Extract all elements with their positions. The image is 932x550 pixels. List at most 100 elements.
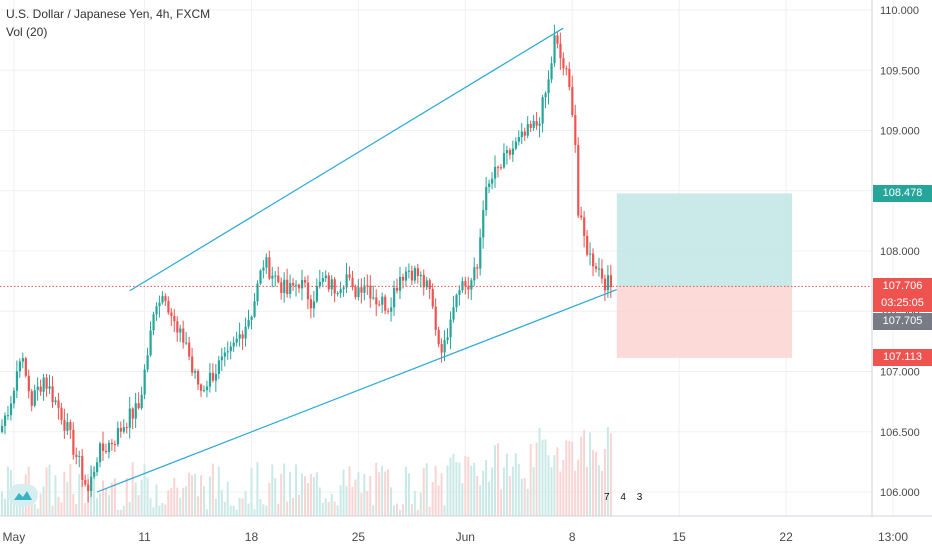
price-tick-label: 106.500: [880, 427, 920, 439]
candle-body: [211, 372, 215, 381]
candle-body: [565, 68, 568, 70]
candle-body: [300, 279, 304, 289]
event-count[interactable]: 7: [604, 492, 610, 503]
candle-body: [99, 443, 102, 463]
candle-body: [164, 296, 167, 302]
candle-body: [354, 286, 357, 297]
volume-bar: [39, 493, 42, 516]
candle-body: [205, 386, 209, 391]
volume-bar: [185, 486, 188, 516]
volume-bar: [188, 472, 191, 516]
event-count[interactable]: 3: [636, 492, 643, 503]
volume-bar: [66, 481, 69, 516]
candle-body: [541, 97, 544, 124]
volume-bar: [3, 498, 6, 516]
volume-bar: [449, 457, 452, 516]
volume-bar: [128, 501, 131, 516]
volume-bar: [419, 492, 422, 516]
tradingview-logo-icon[interactable]: [8, 484, 38, 506]
candle-body: [140, 394, 143, 409]
candle-body: [479, 237, 482, 269]
volume-bar: [137, 495, 140, 516]
symbol-title[interactable]: U.S. Dollar / Japanese Yen, 4h, FXCM: [6, 7, 211, 21]
volume-bar: [443, 505, 446, 516]
candle-body: [413, 268, 417, 281]
price-axis: 106.000106.500107.000107.500108.000108.5…: [880, 5, 920, 499]
candle-body: [425, 280, 428, 288]
volume-bar: [369, 476, 372, 516]
candle-body: [351, 277, 354, 287]
candle-body: [12, 390, 16, 404]
economic-events-markers[interactable]: 7 4 3: [604, 492, 650, 503]
volume-bar: [565, 440, 568, 516]
volume-bar: [140, 479, 143, 516]
volume-bar: [18, 497, 21, 516]
candle-body: [214, 373, 218, 381]
candle-body: [146, 355, 149, 370]
candle-body: [208, 372, 212, 387]
candle-body: [321, 278, 324, 282]
candle-body: [470, 280, 473, 290]
bid-price-tag: 107.705: [873, 313, 932, 331]
volume-bar: [422, 468, 425, 516]
volume-bar: [84, 503, 87, 516]
candle-body: [568, 68, 571, 88]
candle-body: [589, 253, 592, 255]
volume-bar: [511, 466, 514, 516]
candle-body: [217, 360, 221, 374]
volume-bar: [437, 485, 440, 516]
candle-body: [384, 296, 387, 311]
volume-bar: [407, 473, 410, 516]
candle-body: [390, 307, 393, 312]
event-count[interactable]: 4: [620, 492, 626, 503]
volume-indicator-label[interactable]: Vol (20): [6, 25, 48, 39]
volume-bar: [244, 490, 247, 516]
candle-body: [464, 281, 467, 287]
candle-body: [188, 342, 191, 357]
volume-bar: [214, 499, 217, 516]
volume-bar: [300, 473, 303, 516]
volume-bar: [398, 509, 401, 516]
candle-body: [27, 375, 30, 392]
volume-bar: [562, 460, 565, 516]
price-tick-label: 110.000: [880, 5, 919, 17]
candle-body: [244, 326, 247, 339]
volume-bar: [155, 484, 158, 516]
candle-body: [110, 442, 114, 445]
candle-body: [75, 454, 78, 457]
target-price-tag: 108.478: [873, 184, 932, 202]
volume-bar: [250, 468, 253, 516]
candle-body: [295, 284, 298, 286]
volume-bar: [517, 463, 520, 516]
volume-bar: [262, 504, 265, 516]
time-axis: May 11 18 25 Jun 8 15 22 13:00: [3, 530, 909, 544]
volume-bar: [494, 445, 497, 516]
candle-body: [3, 415, 7, 426]
volume-bar: [529, 443, 532, 516]
volume-bar: [149, 498, 152, 516]
volume-bar: [595, 451, 597, 516]
candle-body: [526, 124, 529, 136]
volume-bar: [57, 496, 60, 516]
candle-body: [458, 290, 461, 295]
candle-body: [437, 329, 440, 345]
volume-bar: [526, 488, 529, 516]
volume-bar: [452, 453, 455, 516]
candle-body: [401, 276, 405, 281]
candle-body: [96, 462, 99, 473]
candle-body: [348, 274, 351, 278]
candle-body: [327, 275, 330, 290]
volume-bar: [550, 467, 553, 516]
volume-bar: [336, 505, 339, 516]
volume-bar: [265, 505, 268, 516]
candle-body: [547, 79, 550, 94]
volume-bar: [42, 486, 45, 516]
long-position-tool: [616, 193, 793, 358]
candle-body: [333, 279, 336, 294]
candle-body: [33, 390, 36, 406]
volume-bar: [393, 505, 396, 516]
volume-bar: [491, 467, 494, 516]
candle-body: [496, 166, 500, 168]
volume-bar: [499, 489, 502, 516]
